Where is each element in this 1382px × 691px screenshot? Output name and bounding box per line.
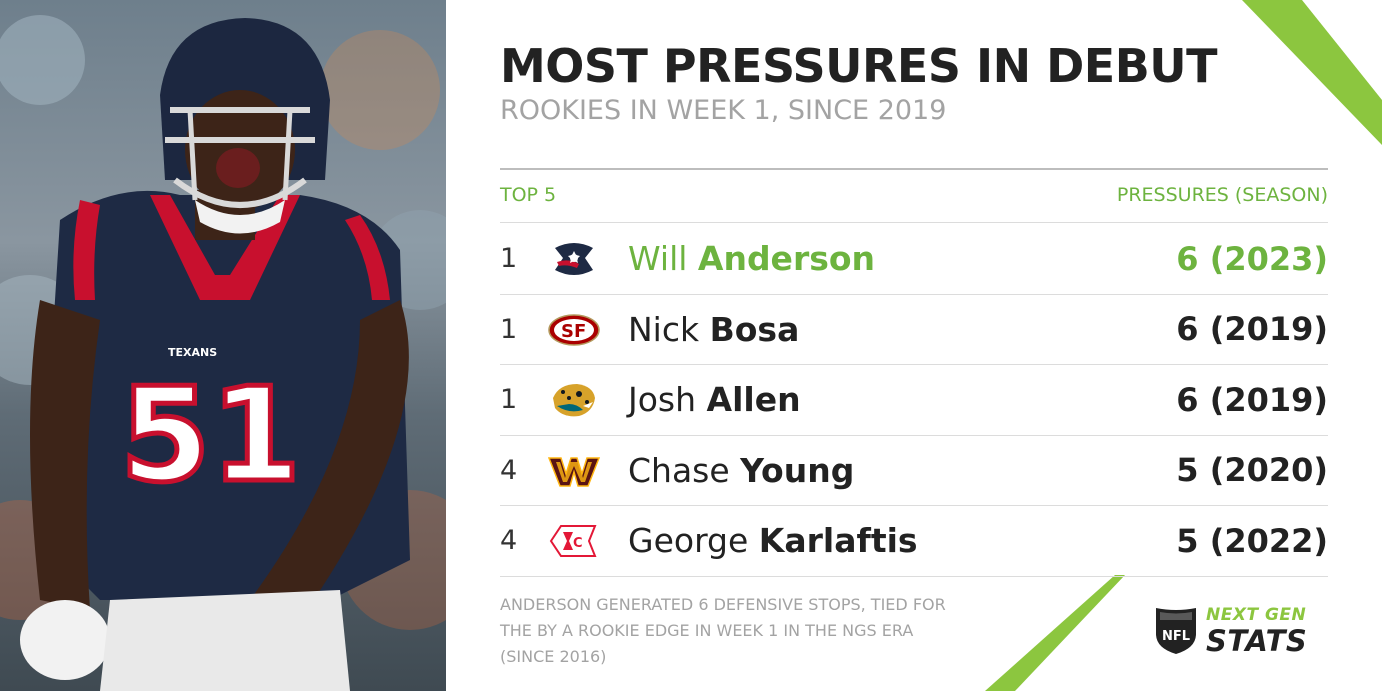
brand-wordmark: NEXT GEN STATS	[1206, 604, 1307, 656]
player-last-name: Young	[740, 450, 855, 490]
stripe-top-decoration	[1242, 0, 1382, 145]
table-top-divider	[500, 168, 1328, 170]
page-subtitle: ROOKIES IN WEEK 1, SINCE 2019	[500, 95, 947, 126]
player-first-name: Nick	[628, 309, 710, 349]
jaguars-logo-icon	[548, 378, 600, 422]
table-row: 4 Chase Young 5 (2020)	[500, 436, 1328, 506]
player-name: Josh Allen	[628, 380, 801, 419]
table-row: 1 Josh Allen 6 (2019)	[500, 365, 1328, 436]
pressures-value: 6 (2019)	[1176, 310, 1328, 349]
pressures-value: 5 (2022)	[1176, 521, 1328, 560]
page-title: MOST PRESSURES IN DEBUT	[500, 39, 1218, 93]
texans-logo-icon	[548, 237, 600, 281]
svg-text:SF: SF	[561, 321, 586, 342]
next-gen-stats-brand: NFL NEXT GEN STATS	[1154, 604, 1334, 660]
svg-text:C: C	[573, 536, 583, 551]
table-row: 4 C George Karlaftis 5 (2022)	[500, 506, 1328, 577]
pressures-value: 6 (2023)	[1176, 239, 1328, 278]
rank-cell: 1	[500, 384, 518, 416]
brand-line-2: STATS	[1206, 624, 1308, 658]
player-name: Nick Bosa	[628, 310, 799, 349]
table-header-right: PRESSURES (SEASON)	[1116, 184, 1328, 206]
rank-cell: 1	[500, 313, 518, 345]
player-first-name: George	[628, 521, 759, 561]
jersey-number: 51	[120, 359, 301, 511]
rank-cell: 4	[500, 454, 518, 486]
rank-cell: 4	[500, 525, 518, 557]
player-first-name: Will	[628, 239, 698, 279]
table-row: 1 SF Nick Bosa 6 (2019)	[500, 295, 1328, 365]
player-name: Chase Young	[628, 451, 854, 490]
player-photo: 51 TEXANS	[0, 0, 446, 691]
player-first-name: Josh	[628, 380, 707, 420]
table-header-divider	[500, 222, 1328, 223]
nfl-shield-text: NFL	[1162, 629, 1190, 644]
player-first-name: Chase	[628, 450, 741, 490]
player-last-name: Anderson	[697, 239, 876, 279]
player-last-name: Karlaftis	[758, 521, 918, 561]
brand-line-1: NEXT GEN	[1206, 605, 1307, 625]
player-name: Will Anderson	[628, 239, 875, 278]
player-last-name: Bosa	[709, 309, 800, 349]
table-row: 1 Will Anderson 6 (2023)	[500, 224, 1328, 295]
footnote-text: ANDERSON GENERATED 6 DEFENSIVE STOPS, TI…	[500, 595, 946, 666]
commanders-logo-icon	[548, 449, 600, 493]
rank-cell: 1	[500, 243, 518, 275]
jersey-team-text: TEXANS	[168, 346, 217, 359]
pressures-value: 5 (2020)	[1176, 451, 1328, 490]
player-name: George Karlaftis	[628, 521, 918, 560]
chiefs-logo-icon: C	[548, 519, 600, 563]
player-last-name: Allen	[706, 380, 801, 420]
stripe-bottom-decoration	[985, 575, 1125, 691]
player-illustration: 51 TEXANS	[0, 15, 446, 691]
49ers-logo-icon: SF	[548, 308, 600, 352]
pressures-value: 6 (2019)	[1176, 380, 1328, 419]
leaderboard-table: 1 Will Anderson 6 (2023) 1 SF Nick Bosa …	[500, 224, 1328, 577]
table-header-left: TOP 5	[500, 184, 557, 206]
nfl-shield-icon: NFL	[1156, 608, 1196, 654]
